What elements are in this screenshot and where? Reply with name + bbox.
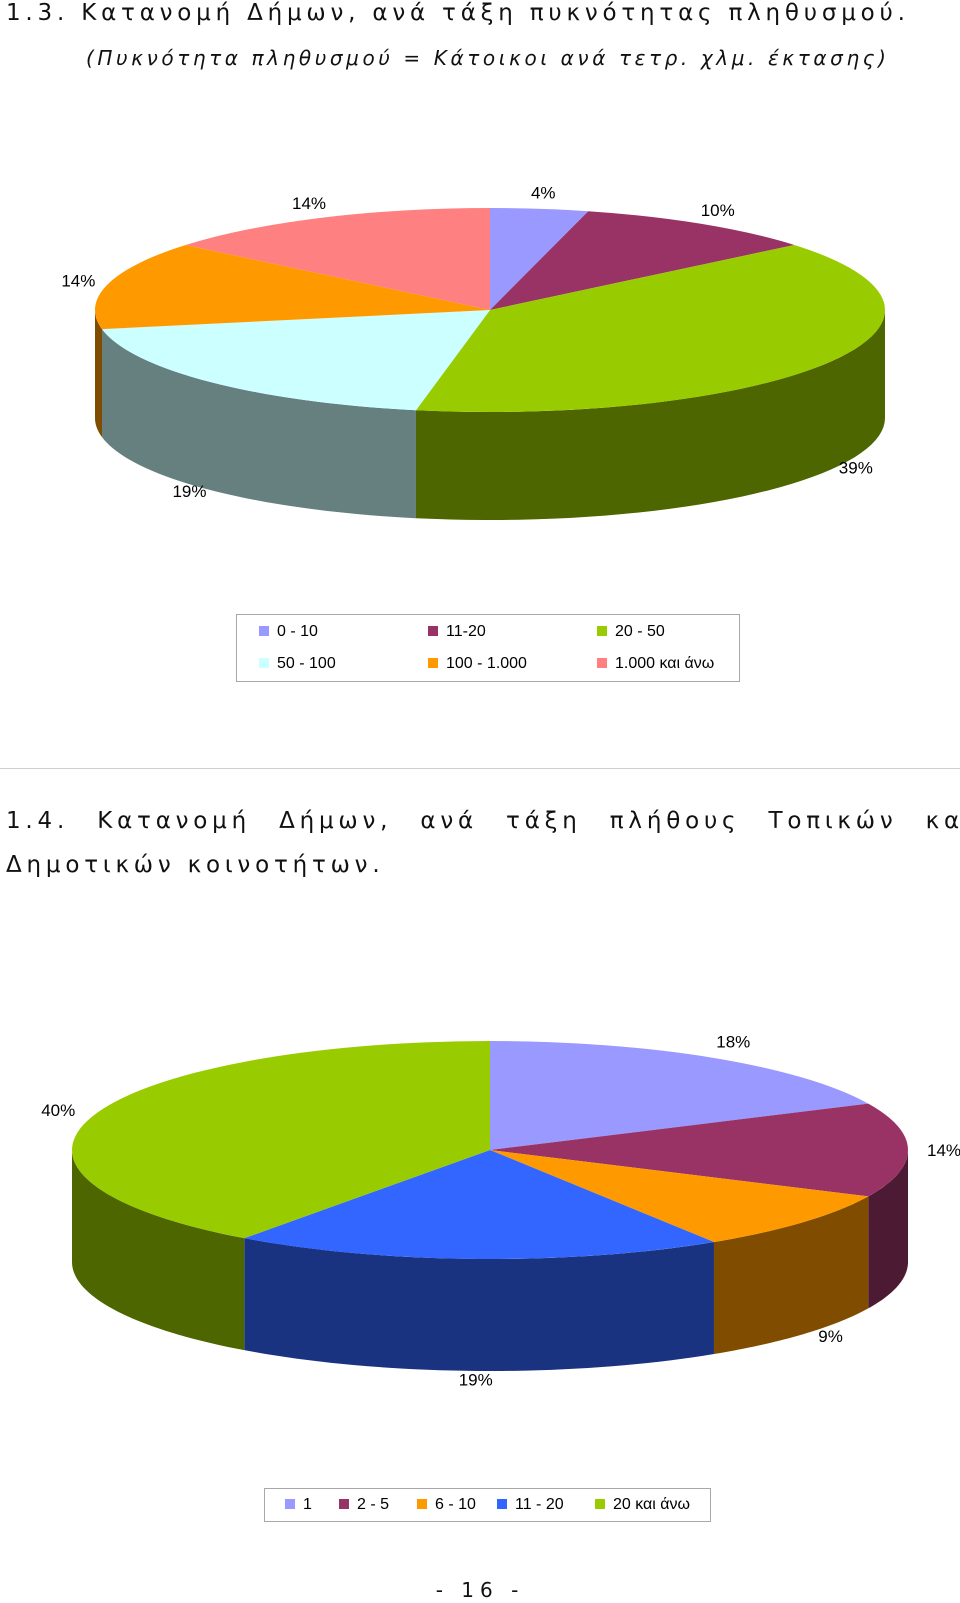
pie-slice-2 bbox=[490, 1150, 869, 1243]
pie-side-1 bbox=[868, 1150, 908, 1309]
communities-pie-chart: 18% 14% 9% 19% 40% bbox=[41, 1032, 960, 1389]
pie-label-2: 39% bbox=[839, 459, 873, 478]
pie-data-labels: 4% 10% 39% 19% 14% 14% bbox=[61, 183, 872, 501]
pie-label-3: 19% bbox=[172, 482, 206, 501]
legend-item-2: 20 - 50 bbox=[597, 623, 665, 641]
pie-side-2 bbox=[415, 310, 885, 520]
legend-item-4: 20 και άνω bbox=[595, 1496, 690, 1514]
legend-swatch bbox=[285, 1499, 295, 1509]
legend-label: 1 bbox=[303, 1496, 312, 1513]
pie-slice-0 bbox=[490, 1041, 869, 1150]
legend-label: 20 και άνω bbox=[613, 1496, 691, 1513]
pie-side-faces bbox=[95, 310, 885, 520]
pie-side-4 bbox=[72, 1150, 245, 1351]
section-1-3-subtitle: (Πυκνότητα πληθυσμού = Κάτοικοι ανά τετρ… bbox=[86, 46, 890, 70]
pie-label-1: 14% bbox=[927, 1141, 960, 1160]
section-1-3-heading: 1.3. Κατανομή Δήμων, ανά τάξη πυκνότητας… bbox=[6, 0, 910, 26]
legend-item-2: 6 - 10 bbox=[417, 1496, 476, 1514]
legend-swatch bbox=[597, 658, 607, 668]
pie-label-1: 10% bbox=[701, 201, 735, 220]
legend-swatch bbox=[259, 626, 269, 636]
legend-label: 0 - 10 bbox=[277, 623, 318, 640]
legend-item-3: 50 - 100 bbox=[259, 655, 336, 673]
legend-swatch bbox=[339, 1499, 349, 1509]
pie-label-0: 4% bbox=[531, 183, 556, 202]
legend-swatch bbox=[497, 1499, 507, 1509]
pie-data-labels: 18% 14% 9% 19% 40% bbox=[41, 1032, 960, 1389]
legend-swatch bbox=[428, 658, 438, 668]
legend-item-4: 100 - 1.000 bbox=[428, 655, 527, 673]
pie-side-3 bbox=[101, 329, 416, 519]
legend-item-5: 1.000 και άνω bbox=[597, 655, 714, 673]
pie-side-faces bbox=[72, 1150, 908, 1371]
pie-label-4: 40% bbox=[41, 1101, 75, 1120]
pie-slice-2 bbox=[415, 244, 885, 412]
legend-swatch bbox=[417, 1499, 427, 1509]
legend-item-1: 2 - 5 bbox=[339, 1496, 389, 1514]
communities-pie-legend: 1 2 - 5 6 - 10 11 - 20 20 και άνω bbox=[264, 1488, 711, 1522]
pie-label-5: 14% bbox=[292, 194, 326, 213]
legend-item-0: 0 - 10 bbox=[259, 623, 318, 641]
legend-item-0: 1 bbox=[285, 1496, 312, 1514]
density-pie-chart: 4% 10% 39% 19% 14% 14% bbox=[61, 183, 885, 520]
legend-swatch bbox=[428, 626, 438, 636]
pie-slice-1 bbox=[490, 1103, 908, 1197]
page-number: - 16 - bbox=[435, 1578, 525, 1602]
pie-slice-4 bbox=[72, 1041, 491, 1239]
legend-item-3: 11 - 20 bbox=[497, 1496, 564, 1514]
legend-label: 11-20 bbox=[446, 623, 486, 640]
legend-label: 20 - 50 bbox=[615, 623, 665, 640]
legend-label: 11 - 20 bbox=[515, 1496, 564, 1513]
pie-slice-0 bbox=[490, 208, 589, 310]
pie-slice-4 bbox=[94, 244, 490, 330]
pie-slice-1 bbox=[490, 211, 795, 310]
section-1-4-heading-line1: 1.4. Κατανομή Δήμων, ανά τάξη πλήθους Το… bbox=[6, 808, 960, 834]
legend-swatch bbox=[597, 626, 607, 636]
pie-slice-5 bbox=[185, 208, 490, 310]
pie-side-4 bbox=[95, 310, 102, 438]
pie-slice-3 bbox=[101, 310, 491, 411]
density-pie-legend: 0 - 10 11-20 20 - 50 50 - 100 100 - 1.000 1.0… bbox=[236, 614, 740, 682]
legend-swatch bbox=[595, 1499, 605, 1509]
legend-label: 100 - 1.000 bbox=[446, 655, 527, 672]
legend-label: 2 - 5 bbox=[357, 1496, 390, 1513]
legend-item-1: 11-20 bbox=[428, 623, 486, 641]
pie-label-3: 19% bbox=[459, 1371, 493, 1390]
pie-top-faces bbox=[94, 208, 885, 412]
legend-label: 6 - 10 bbox=[435, 1496, 476, 1513]
section-divider bbox=[0, 768, 960, 769]
section-1-4-heading-line2: Δημοτικών κοινοτήτων. bbox=[6, 852, 385, 878]
pie-slice-3 bbox=[244, 1150, 714, 1259]
pie-top-faces bbox=[72, 1041, 908, 1259]
pie-side-3 bbox=[244, 1238, 714, 1371]
pie-label-2: 9% bbox=[818, 1327, 843, 1346]
pie-label-0: 18% bbox=[716, 1032, 750, 1051]
legend-label: 50 - 100 bbox=[277, 655, 336, 672]
pie-label-4: 14% bbox=[61, 272, 95, 291]
pie-side-2 bbox=[713, 1196, 869, 1355]
legend-label: 1.000 και άνω bbox=[615, 655, 715, 672]
legend-swatch bbox=[259, 658, 269, 668]
